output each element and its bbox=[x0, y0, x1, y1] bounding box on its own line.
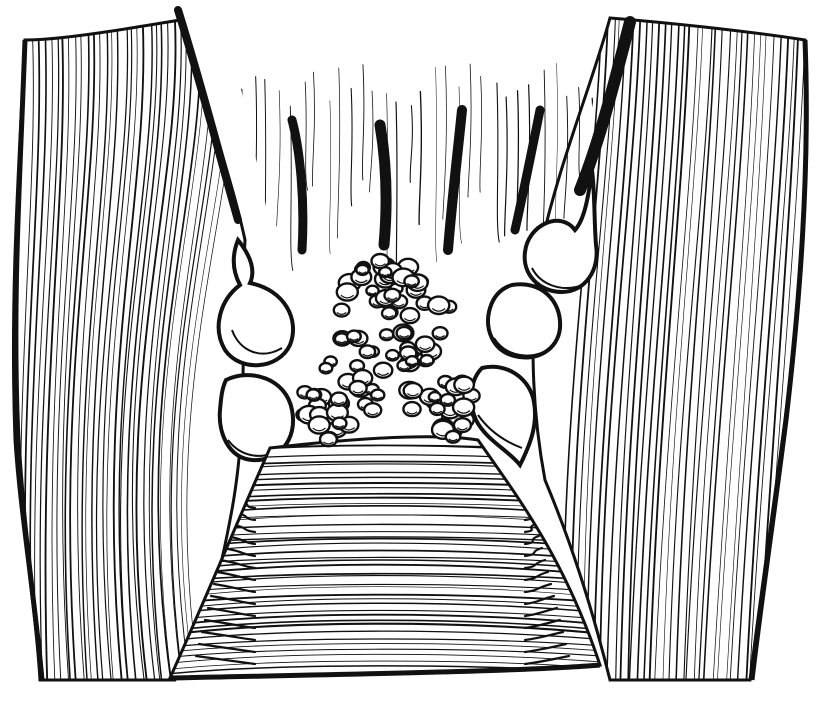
right-muscle-band bbox=[531, 16, 809, 682]
glandular-cluster bbox=[295, 252, 481, 448]
left-upper-gland bbox=[216, 236, 296, 368]
left-muscle-band bbox=[11, 18, 247, 682]
right-middle-gland bbox=[486, 282, 563, 360]
lower-muscle-cone bbox=[167, 435, 603, 681]
left-lower-gland bbox=[217, 373, 296, 463]
right-upper-gland bbox=[522, 169, 599, 295]
